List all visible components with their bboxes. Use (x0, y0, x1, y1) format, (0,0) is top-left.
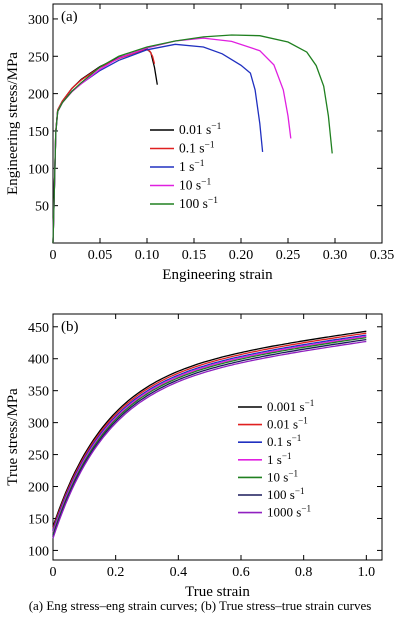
legend-entry: 0.01 s−1 (267, 416, 308, 432)
x-tick-label: 0.10 (135, 248, 160, 263)
y-tick-label: 200 (28, 88, 49, 103)
series-line (52, 49, 156, 244)
y-tick-label: 50 (35, 200, 49, 215)
plot-frame (52, 3, 383, 244)
y-axis-label: True stress/MPa (5, 388, 21, 486)
x-tick-label: 0.2 (107, 565, 125, 580)
legend-entry: 0.01 s−1 (179, 122, 222, 137)
y-tick-label: 450 (28, 321, 49, 336)
series-line (52, 43, 264, 244)
panel-label: (b) (61, 319, 79, 335)
y-tick-label: 150 (28, 512, 49, 527)
y-tick-label: 250 (28, 50, 49, 65)
figure-caption: (a) Eng stress–eng strain curves; (b) Tr… (28, 598, 372, 613)
y-tick-label: 300 (28, 13, 49, 28)
legend-entry: 0.001 s−1 (267, 398, 314, 414)
x-tick-label: 0.25 (276, 248, 301, 263)
legend-entry: 0.1 s−1 (267, 433, 301, 449)
series-line (52, 335, 367, 533)
x-tick-label: 0.15 (182, 248, 207, 263)
y-tick-label: 150 (28, 125, 49, 140)
y-tick-label: 250 (28, 449, 49, 464)
plot-frame (52, 313, 383, 561)
x-tick-label: 0.8 (295, 565, 313, 580)
series-line (52, 332, 367, 529)
legend-entry: 10 s−1 (179, 178, 211, 193)
series-line (52, 336, 367, 535)
series-line (52, 34, 333, 244)
x-tick-label: 1.0 (358, 565, 376, 580)
x-tick-label: 0.30 (323, 248, 348, 263)
y-axis-label: Engineering stress/MPa (5, 52, 21, 195)
x-tick-label: 0 (50, 565, 57, 580)
series-line (52, 48, 158, 244)
legend-entry: 0.1 s−1 (179, 141, 215, 156)
x-tick-label: 0 (50, 248, 57, 263)
y-tick-label: 400 (28, 353, 49, 368)
legend-entry: 1 s−1 (267, 451, 292, 467)
y-tick-label: 100 (28, 162, 49, 177)
x-axis-label: True strain (185, 584, 250, 600)
x-tick-label: 0.4 (170, 565, 188, 580)
y-tick-label: 300 (28, 417, 49, 432)
y-tick-label: 200 (28, 481, 49, 496)
legend-entry: 1 s−1 (179, 159, 205, 174)
legend-entry: 1000 s−1 (267, 504, 311, 520)
y-tick-label: 350 (28, 385, 49, 400)
y-tick-label: 100 (28, 544, 49, 559)
legend-entry: 10 s−1 (267, 468, 298, 484)
x-tick-label: 0.05 (88, 248, 113, 263)
series-line (52, 340, 367, 539)
legend-entry: 100 s−1 (179, 196, 218, 211)
series-line (52, 338, 367, 537)
panel-b-chart: 0 0.2 0.4 0.6 0.8 1.0 100 150 200 250 300 350 400 450… (5, 313, 383, 600)
x-axis-label: Engineering strain (162, 267, 273, 283)
series-line (52, 334, 367, 531)
series-line (52, 37, 292, 244)
panel-a-chart: 0 0.05 0.10 0.15 0.20 0.25 0.30 0.35 50 100 150 200… (5, 3, 395, 283)
series-line (52, 330, 367, 528)
panel-label: (a) (61, 9, 78, 25)
x-tick-label: 0.6 (232, 565, 250, 580)
legend-entry: 100 s−1 (267, 486, 305, 502)
x-tick-label: 0.35 (370, 248, 395, 263)
x-tick-label: 0.20 (229, 248, 254, 263)
